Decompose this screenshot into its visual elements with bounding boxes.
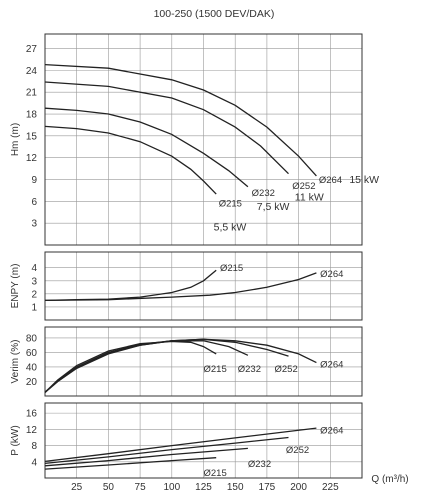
x-tick-label: 225 bbox=[322, 482, 339, 493]
y-tick-label: 24 bbox=[26, 66, 38, 77]
y-tick-label: 21 bbox=[26, 88, 38, 99]
panel-head bbox=[44, 33, 363, 246]
impeller-label: Ø252 bbox=[286, 445, 309, 456]
y-axis-label: Verim (%) bbox=[10, 340, 21, 384]
impeller-label: Ø215 bbox=[220, 263, 243, 274]
y-tick-label: 12 bbox=[26, 153, 38, 164]
x-tick-label: 125 bbox=[195, 482, 212, 493]
panel-frame bbox=[44, 326, 363, 397]
motor-power-label: 15 kW bbox=[349, 174, 379, 186]
impeller-label: Ø215 bbox=[204, 364, 227, 375]
y-tick-label: 40 bbox=[26, 362, 38, 373]
x-tick-label: 25 bbox=[71, 482, 83, 493]
y-tick-label: 3 bbox=[31, 219, 37, 230]
y-tick-label: 18 bbox=[26, 110, 38, 121]
curve-head bbox=[44, 63, 317, 177]
x-tick-label: 150 bbox=[227, 482, 244, 493]
y-tick-label: 12 bbox=[26, 425, 38, 436]
y-tick-label: 27 bbox=[26, 44, 38, 55]
curve-power bbox=[44, 436, 289, 465]
curve-power bbox=[44, 447, 248, 467]
curve-efficiency bbox=[44, 338, 317, 393]
impeller-label: Ø215 bbox=[204, 468, 227, 479]
panel-power bbox=[44, 402, 363, 479]
panel-efficiency bbox=[44, 326, 363, 397]
x-tick-label: 100 bbox=[163, 482, 180, 493]
x-tick-label: 75 bbox=[135, 482, 147, 493]
impeller-label: Ø215 bbox=[219, 198, 242, 209]
impeller-label: Ø264 bbox=[320, 425, 343, 436]
y-tick-label: 80 bbox=[26, 333, 38, 344]
y-tick-label: 4 bbox=[31, 457, 37, 468]
y-tick-label: 16 bbox=[26, 409, 38, 420]
y-tick-label: 2 bbox=[31, 289, 37, 300]
y-tick-label: 60 bbox=[26, 348, 38, 359]
x-axis-label: Q (m³/h) bbox=[371, 474, 408, 485]
x-tick-label: 50 bbox=[103, 482, 115, 493]
y-tick-label: 8 bbox=[31, 441, 37, 452]
curve-head bbox=[44, 107, 249, 188]
curve-power bbox=[44, 457, 217, 470]
y-tick-label: 3 bbox=[31, 276, 37, 287]
motor-power-label: 5,5 kW bbox=[214, 221, 247, 233]
x-tick-label: 200 bbox=[290, 482, 307, 493]
panel-frame bbox=[44, 251, 363, 321]
impeller-label: Ø264 bbox=[319, 175, 342, 186]
y-axis-label: Hm (m) bbox=[10, 123, 21, 156]
curve-efficiency bbox=[44, 340, 217, 393]
panel-frame bbox=[44, 402, 363, 479]
curve-power bbox=[44, 427, 317, 463]
curve-npsh bbox=[44, 272, 317, 302]
impeller-label: Ø252 bbox=[292, 181, 315, 192]
y-tick-label: 1 bbox=[31, 302, 37, 313]
curve-head bbox=[44, 81, 289, 175]
y-tick-label: 20 bbox=[26, 377, 38, 388]
chart-title: 100-250 (1500 DEV/DAK) bbox=[154, 8, 275, 20]
impeller-label: Ø232 bbox=[248, 459, 271, 470]
panel-frame bbox=[44, 33, 363, 246]
curve-head bbox=[44, 125, 217, 195]
y-tick-label: 9 bbox=[31, 175, 37, 186]
y-tick-label: 4 bbox=[31, 263, 37, 274]
y-axis-label: ENPY (m) bbox=[10, 264, 21, 309]
panel-npsh bbox=[44, 251, 363, 321]
impeller-label: Ø232 bbox=[252, 188, 275, 199]
x-tick-label: 175 bbox=[259, 482, 276, 493]
y-tick-label: 6 bbox=[31, 197, 37, 208]
motor-power-label: 7,5 kW bbox=[257, 201, 290, 213]
impeller-label: Ø264 bbox=[320, 360, 343, 371]
y-tick-label: 15 bbox=[26, 131, 38, 142]
impeller-label: Ø252 bbox=[275, 364, 298, 375]
impeller-label: Ø264 bbox=[320, 269, 343, 280]
motor-power-label: 11 kW bbox=[295, 191, 324, 203]
impeller-label: Ø232 bbox=[238, 364, 261, 375]
y-axis-label: P (kW) bbox=[10, 425, 21, 455]
